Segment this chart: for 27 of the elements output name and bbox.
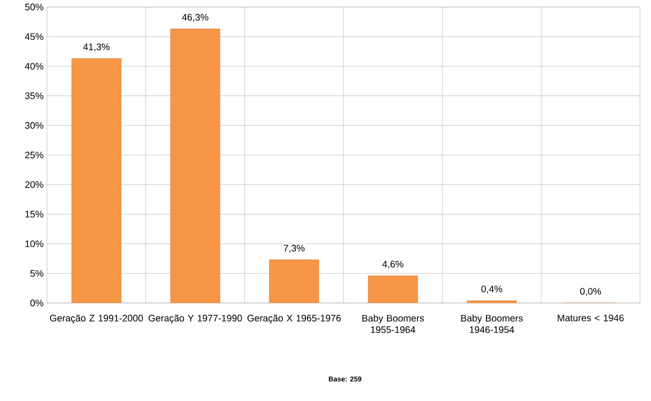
y-tick-label: 45% xyxy=(24,33,44,40)
data-label: 41,3% xyxy=(83,43,110,52)
x-tick-label: Geração Z 1991-2000 xyxy=(50,314,143,324)
y-tick-label: 50% xyxy=(25,4,44,10)
data-label: 7,3% xyxy=(284,244,305,253)
bar xyxy=(368,276,418,303)
data-label: 0,4% xyxy=(481,286,502,294)
x-tick-label: Matures < 1946 xyxy=(558,314,624,322)
data-label: 46,3% xyxy=(182,14,208,22)
x-tick-label: Geração X 1965-1976 xyxy=(247,314,341,324)
bar xyxy=(72,58,122,303)
y-tick-label: 0% xyxy=(30,300,44,306)
y-tick-label: 25% xyxy=(25,152,44,158)
bar xyxy=(269,260,319,303)
y-tick-label: 5% xyxy=(30,270,44,277)
x-tick-label: Geração Y 1977-1990 xyxy=(148,314,242,324)
y-tick-label: 10% xyxy=(25,240,44,248)
data-label: 0,0% xyxy=(580,288,602,296)
y-tick-label: 15% xyxy=(25,210,44,218)
y-tick-label: 20% xyxy=(25,181,44,188)
data-label: 4,6% xyxy=(382,260,404,269)
bar xyxy=(170,28,220,303)
y-tick-label: 40% xyxy=(24,62,44,70)
y-tick-label: 35% xyxy=(25,92,44,100)
y-tick-label: 30% xyxy=(25,122,44,129)
x-tick-label: Baby Boomers 1955-1964 xyxy=(362,314,424,334)
x-tick-label: Baby Boomers 1946-1954 xyxy=(461,314,523,334)
